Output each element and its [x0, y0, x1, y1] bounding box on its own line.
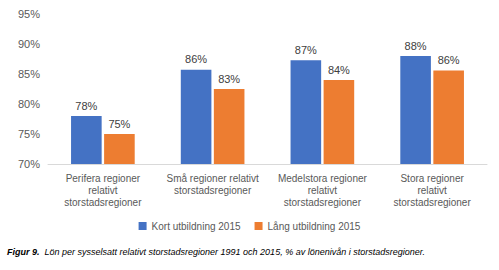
svg-text:87%: 87% [295, 44, 317, 56]
svg-text:Lön per sysselsatt relativt st: Lön per sysselsatt relativt storstadsreg… [45, 247, 425, 257]
svg-text:83%: 83% [218, 73, 240, 85]
svg-text:Perifera regioner: Perifera regioner [66, 173, 141, 184]
svg-text:85%: 85% [18, 68, 40, 80]
svg-text:storstadsregioner: storstadsregioner [393, 197, 471, 208]
svg-text:80%: 80% [18, 98, 40, 110]
svg-text:86%: 86% [438, 54, 460, 66]
svg-text:75%: 75% [18, 128, 40, 140]
svg-text:70%: 70% [18, 158, 40, 170]
svg-text:95%: 95% [18, 8, 40, 20]
svg-text:storstadsregioner: storstadsregioner [284, 197, 362, 208]
svg-text:relativt: relativt [417, 185, 447, 196]
svg-text:90%: 90% [18, 38, 40, 50]
svg-text:78%: 78% [75, 100, 97, 112]
svg-text:Stora regioner: Stora regioner [400, 173, 464, 184]
svg-text:Medelstora regioner: Medelstora regioner [278, 173, 368, 184]
svg-text:Kort utbildning 2015: Kort utbildning 2015 [152, 221, 241, 232]
svg-text:86%: 86% [185, 53, 207, 65]
svg-text:relativt: relativt [308, 185, 338, 196]
svg-text:Figur 9.: Figur 9. [7, 247, 40, 257]
svg-text:storstadsregioner: storstadsregioner [64, 197, 142, 208]
svg-text:88%: 88% [405, 40, 427, 52]
svg-text:Små regioner relativt: Små regioner relativt [166, 173, 258, 184]
svg-text:84%: 84% [328, 64, 350, 76]
svg-text:storstadsregioner: storstadsregioner [174, 185, 252, 196]
svg-text:Lång utbildning 2015: Lång utbildning 2015 [268, 221, 361, 232]
svg-text:relativt: relativt [88, 185, 118, 196]
svg-text:75%: 75% [108, 118, 130, 130]
